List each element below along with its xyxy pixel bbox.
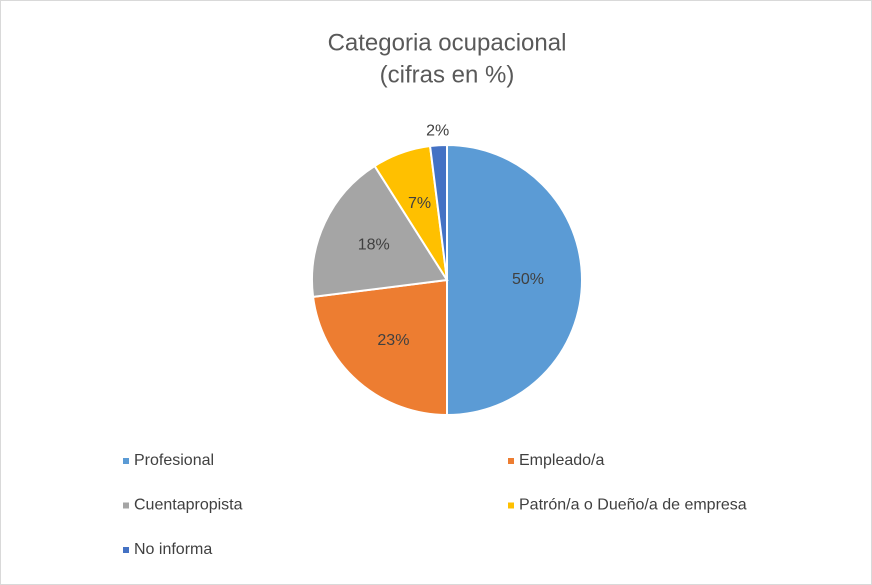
data-label: 2% [426, 123, 449, 140]
data-label: 50% [512, 271, 544, 288]
data-label: 23% [377, 332, 409, 349]
legend-label: Empleado/a [519, 452, 604, 469]
legend-swatch [508, 458, 514, 464]
pie-slice [311, 278, 448, 417]
legend-label: Profesional [134, 452, 214, 469]
legend-swatch [123, 547, 129, 553]
legend-label: Cuentapropista [134, 497, 243, 514]
pie-slice [428, 143, 448, 281]
legend-swatch [123, 502, 129, 509]
data-label: 18% [358, 237, 390, 254]
pie-slice [311, 164, 449, 299]
chart-subtitle: (cifras en %) [380, 61, 515, 88]
legend-label: Patrón/a o Dueño/a de empresa [519, 497, 747, 514]
legend-swatch [508, 502, 514, 509]
chart-title: Categoria ocupacional [328, 29, 567, 56]
legend-label: No informa [134, 541, 212, 558]
legend-swatch [123, 458, 129, 464]
pie-slice [446, 143, 583, 417]
data-label: 7% [408, 195, 431, 212]
